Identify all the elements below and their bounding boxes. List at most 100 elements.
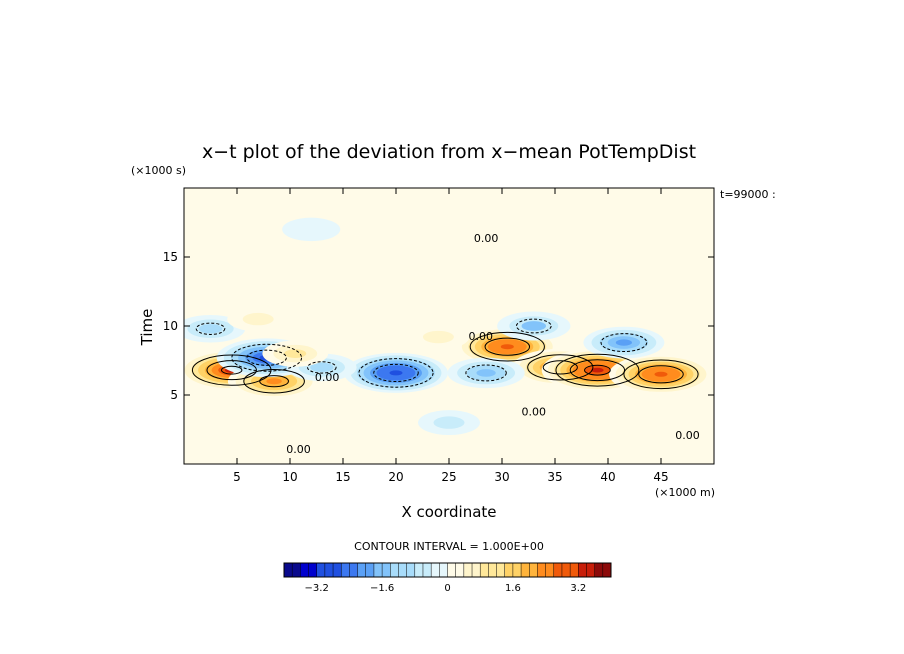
y-tick-label-15: 15 bbox=[163, 250, 178, 264]
chart-title: x−t plot of the deviation from x−mean Po… bbox=[202, 141, 696, 163]
colorbar-cell-38 bbox=[586, 563, 595, 577]
contour-ring-2-1 bbox=[243, 368, 305, 394]
y-tick-label-5: 5 bbox=[170, 388, 178, 402]
colorbar-cell-10 bbox=[357, 563, 367, 577]
contour-ring-9-1 bbox=[600, 333, 648, 353]
colorbar-cell-17 bbox=[414, 563, 424, 577]
anomaly-17 bbox=[282, 217, 341, 242]
colorbar-cell-28 bbox=[504, 563, 514, 577]
x-tick-label-10: 10 bbox=[282, 470, 297, 484]
contour-ring-8-2 bbox=[638, 365, 684, 384]
contour-ring-5-1 bbox=[469, 331, 545, 362]
x-axis-label: X coordinate bbox=[401, 503, 496, 521]
colorbar-cell-12 bbox=[373, 563, 383, 577]
contour-label-4: 0.00 bbox=[522, 406, 547, 419]
contour-label-5: 0.00 bbox=[675, 429, 700, 442]
y-unit-label: (×1000 s) bbox=[131, 164, 186, 177]
contour-label-1: 0.00 bbox=[286, 443, 311, 456]
colorbar-cell-4 bbox=[308, 563, 317, 577]
contour-interval-label: CONTOUR INTERVAL = 1.000E+00 bbox=[354, 540, 544, 553]
contour-ring-7-2 bbox=[569, 359, 626, 382]
colorbar-frame bbox=[283, 562, 612, 578]
anomaly-10 bbox=[497, 311, 571, 341]
colorbar-tick-3: 0 bbox=[444, 583, 450, 594]
x-tick-label-45: 45 bbox=[653, 470, 668, 484]
colorbar-cell-11 bbox=[365, 563, 375, 577]
contour-ring-7-3 bbox=[584, 364, 611, 376]
x-tick-label-5: 5 bbox=[233, 470, 241, 484]
colorbar-cell-33 bbox=[545, 563, 555, 577]
colorbar-cell-1 bbox=[284, 563, 293, 577]
colorbar bbox=[283, 562, 612, 578]
contour-ring-10-1 bbox=[515, 318, 552, 334]
colorbar-tick-2: −1.6 bbox=[370, 583, 394, 594]
contour-ring-3-1 bbox=[231, 343, 303, 372]
contour-ring-1-3 bbox=[221, 365, 243, 375]
time-stamp: t=99000 : bbox=[720, 188, 776, 201]
contour-ring-4-1 bbox=[358, 358, 434, 388]
colorbar-cell-35 bbox=[561, 563, 571, 577]
anomaly-18 bbox=[562, 226, 612, 247]
contour-ring-7-1 bbox=[555, 353, 640, 387]
colorbar-cell-25 bbox=[480, 563, 489, 577]
colorbar-cell-20 bbox=[439, 563, 448, 577]
colorbar-cell-7 bbox=[333, 563, 342, 577]
colorbar-cell-22 bbox=[455, 563, 465, 577]
x-tick-label-35: 35 bbox=[547, 470, 562, 484]
contour-ring-11-1 bbox=[195, 322, 226, 335]
anomaly-13 bbox=[447, 357, 525, 389]
contour-ring-3-2 bbox=[246, 349, 287, 366]
colorbar-cell-5 bbox=[316, 563, 326, 577]
y-axis-label: Time bbox=[138, 309, 156, 347]
x-tick-label-30: 30 bbox=[494, 470, 509, 484]
x-tick-label-25: 25 bbox=[441, 470, 456, 484]
contour-ring-5-2 bbox=[484, 337, 531, 356]
colorbar-cell-8 bbox=[341, 563, 350, 577]
x-tick-label-15: 15 bbox=[335, 470, 350, 484]
contour-ring-13-1 bbox=[465, 364, 507, 382]
contour-ring-6-1 bbox=[527, 354, 594, 381]
colorbar-cell-19 bbox=[431, 563, 440, 577]
colorbar-cell-24 bbox=[472, 563, 481, 577]
colorbar-cell-36 bbox=[570, 563, 579, 577]
colorbar-cell-21 bbox=[447, 563, 456, 577]
colorbar-cell-2 bbox=[292, 563, 301, 577]
colorbar-cell-3 bbox=[300, 563, 309, 577]
contour-label-3: 0.00 bbox=[474, 232, 499, 245]
contour-ring-1-1 bbox=[191, 354, 272, 386]
contour-label-6: 0.00 bbox=[469, 330, 494, 343]
colorbar-cell-29 bbox=[512, 563, 522, 577]
colorbar-cell-31 bbox=[529, 563, 538, 577]
colorbar-cell-9 bbox=[349, 563, 358, 577]
anomaly-9 bbox=[583, 326, 665, 359]
colorbar-cell-32 bbox=[537, 563, 546, 577]
colorbar-cell-27 bbox=[496, 563, 506, 577]
colorbar-cell-23 bbox=[463, 563, 473, 577]
anomaly-20 bbox=[208, 411, 266, 434]
colorbar-cell-34 bbox=[553, 563, 563, 577]
contour-ring-2-2 bbox=[259, 375, 289, 388]
plot-area bbox=[184, 188, 714, 464]
colorbar-cell-26 bbox=[488, 563, 497, 577]
colorbar-cell-30 bbox=[521, 563, 530, 577]
contour-ring-6-2 bbox=[542, 360, 578, 375]
contour-ring-8-1 bbox=[623, 359, 699, 390]
colorbar-tick-4: 1.6 bbox=[505, 583, 521, 594]
colorbar-cell-13 bbox=[382, 563, 391, 577]
contour-label-2: 0.00 bbox=[315, 371, 340, 384]
anomaly-16 bbox=[407, 324, 470, 350]
colorbar-cell-15 bbox=[398, 563, 407, 577]
colorbar-tick-5: 3.2 bbox=[570, 583, 586, 594]
x-tick-label-20: 20 bbox=[388, 470, 403, 484]
colorbar-cell-16 bbox=[406, 563, 416, 577]
contour-ring-4-2 bbox=[373, 363, 419, 382]
colorbar-tick-1: −3.2 bbox=[305, 583, 329, 594]
anomaly-15 bbox=[262, 340, 329, 367]
contour-ring-14-1 bbox=[306, 361, 337, 374]
y-tick-label-10: 10 bbox=[163, 319, 178, 333]
colorbar-cell-18 bbox=[422, 563, 432, 577]
anomaly-19 bbox=[418, 410, 480, 436]
colorbar-cell-37 bbox=[578, 563, 587, 577]
colorbar-cell-6 bbox=[324, 563, 334, 577]
